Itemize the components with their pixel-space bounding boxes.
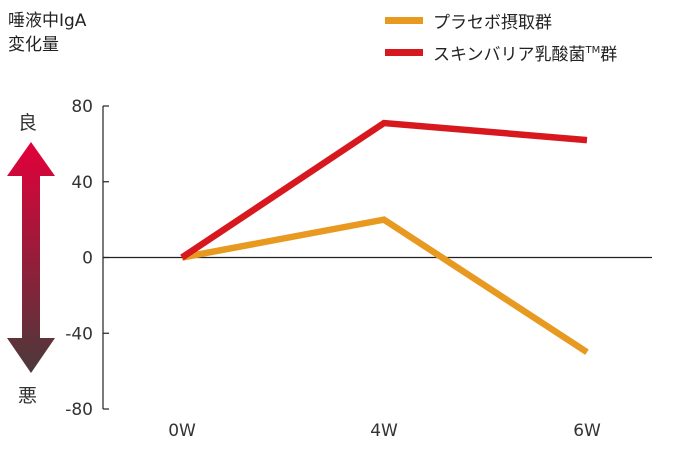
series-line-lactobacillus	[180, 119, 588, 261]
y-tick-label: 0	[82, 249, 93, 269]
legend-swatch-lactobacillus	[385, 48, 423, 56]
legend-label-lactobacillus-suffix: 群	[600, 44, 618, 65]
x-tick-label: 6W	[573, 421, 601, 441]
y-tick-label: 80	[71, 97, 93, 117]
legend-swatch-placebo	[385, 16, 423, 24]
y-tick-label: -80	[65, 400, 93, 420]
x-tick-label: 4W	[370, 421, 398, 441]
bad-label: 悪	[18, 385, 38, 407]
legend-label-lactobacillus-tm: TM	[585, 44, 601, 56]
series-line-placebo	[181, 216, 589, 355]
legend-label-lactobacillus-main: スキンバリア乳酸菌	[433, 44, 586, 65]
legend-label-lactobacillus: スキンバリア乳酸菌TM群	[433, 40, 617, 65]
good-label: 良	[18, 112, 38, 134]
legend-item-placebo: プラセボ摂取群	[385, 8, 552, 33]
y-tick-label: 40	[71, 173, 93, 193]
legend-label-placebo: プラセボ摂取群	[433, 12, 552, 33]
y-axis-title-line2: 変化量	[8, 35, 59, 55]
good-bad-arrow	[7, 142, 55, 373]
legend-item-lactobacillus: スキンバリア乳酸菌TM群	[385, 40, 617, 65]
y-tick-label: -40	[65, 324, 93, 344]
y-axis-title-line1: 唾液中IgA	[8, 11, 87, 31]
x-tick-label: 0W	[168, 421, 196, 441]
